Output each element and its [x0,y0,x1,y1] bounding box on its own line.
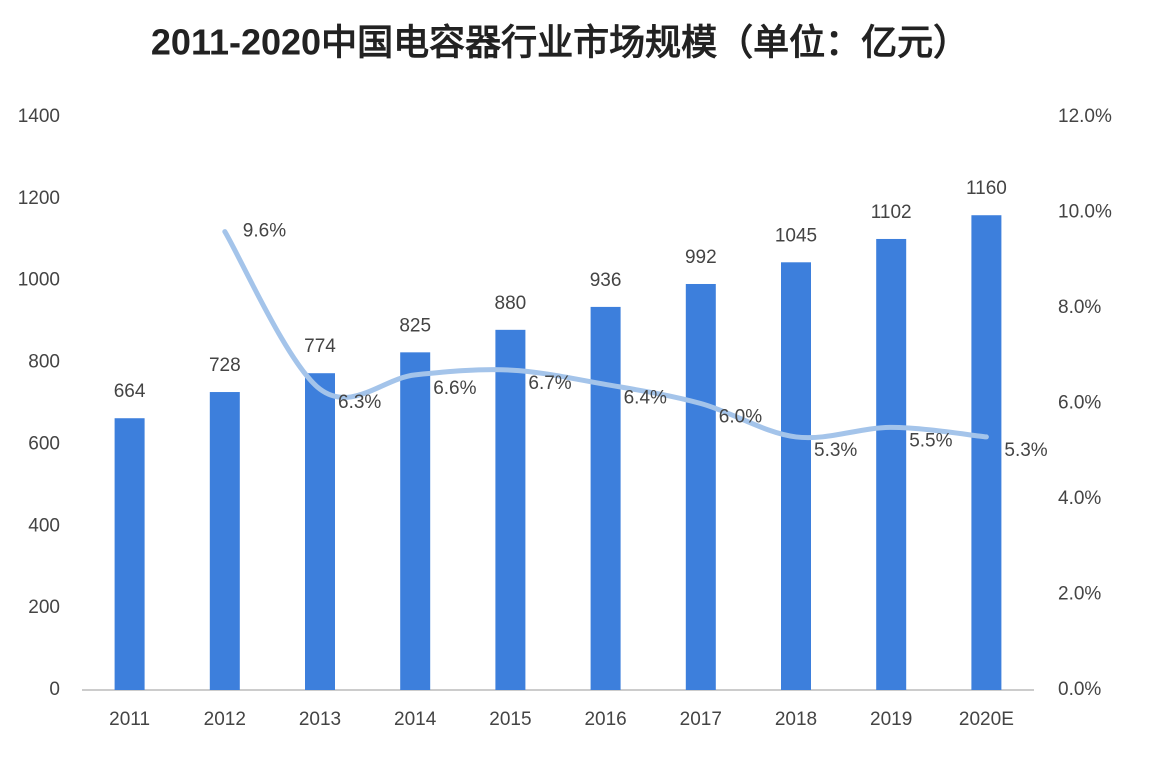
y-tick-label: 0 [49,679,60,700]
bar [400,352,431,690]
line-label: 5.3% [814,440,857,461]
x-tick-label: 2013 [299,709,341,730]
bar [971,215,1002,690]
line-label: 6.6% [433,378,476,399]
x-tick-label: 2019 [870,709,912,730]
x-tick-label: 2015 [489,709,531,730]
line-label: 6.3% [338,392,381,413]
line-label: 6.7% [528,373,571,394]
line-label: 5.5% [909,430,952,451]
bar-label: 664 [114,381,146,402]
line [222,229,989,441]
y-tick-label: 400 [28,515,60,536]
bar-label: 825 [399,315,431,336]
x-tick-label: 2018 [775,709,817,730]
line-label: 5.3% [1004,440,1047,461]
bar-label: 992 [685,247,717,268]
bar [209,392,240,690]
y-tick-label: 1000 [18,270,60,291]
x-tick-label: 2012 [204,709,246,730]
bar [876,238,907,690]
bar-label: 880 [495,293,527,314]
bar [114,418,145,690]
x-tick-label: 2014 [394,709,437,730]
x-tick-label: 2016 [584,709,626,730]
y-tick-label: 200 [28,597,60,618]
bar-label: 1045 [775,225,817,246]
line-label: 6.0% [719,407,762,428]
y-tick-label: 1200 [18,188,60,209]
y2-tick-label: 4.0% [1058,488,1101,509]
y-tick-label: 1400 [18,106,60,127]
bar-label: 1160 [966,178,1007,199]
y2-tick-label: 12.0% [1058,106,1112,127]
bar-label: 936 [590,270,622,291]
bar-label: 1102 [871,202,912,223]
line-label: 9.6% [243,221,286,242]
y2-tick-label: 2.0% [1058,584,1101,605]
y2-tick-label: 6.0% [1058,393,1101,414]
bar [590,306,621,690]
bar [781,262,811,690]
y-tick-label: 600 [28,433,60,454]
y2-tick-label: 10.0% [1058,202,1112,223]
bar [305,373,335,690]
bar [495,329,526,690]
chart-title: 2011-2020中国电容器行业市场规模（单位：亿元） [151,22,969,63]
bar-label: 774 [304,336,336,357]
x-tick-label: 2020E [959,709,1014,730]
y2-tick-label: 0.0% [1058,679,1101,700]
line-label: 6.4% [624,387,667,408]
y2-tick-label: 8.0% [1058,297,1101,318]
bar-label: 728 [209,355,241,376]
x-tick-label: 2011 [109,709,150,730]
y-tick-label: 800 [28,352,60,373]
bar [685,283,716,690]
x-tick-label: 2017 [680,709,722,730]
